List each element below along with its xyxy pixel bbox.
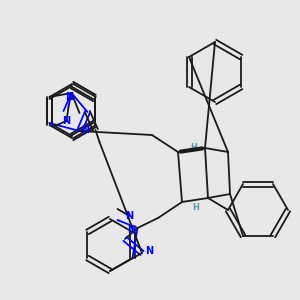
Text: H: H: [190, 143, 197, 152]
Text: N: N: [128, 225, 136, 235]
Text: N: N: [62, 116, 70, 126]
Text: N: N: [81, 125, 89, 135]
Text: N: N: [145, 246, 153, 256]
Text: H: H: [192, 203, 199, 212]
Text: N: N: [65, 92, 74, 102]
Text: N: N: [125, 211, 134, 221]
